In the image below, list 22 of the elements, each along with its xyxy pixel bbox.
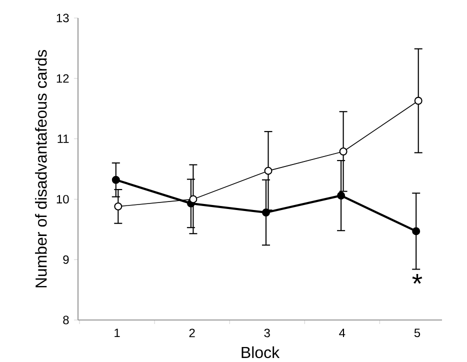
- x-tick-label: 3: [264, 328, 270, 338]
- y-axis-title: Number of disadvantafeous cards: [35, 50, 47, 288]
- point: [114, 202, 122, 210]
- y-tick-label: 12: [56, 74, 69, 83]
- x-tick-label: 5: [414, 328, 420, 338]
- y-tick-label: 11: [58, 134, 69, 143]
- point: [414, 96, 422, 105]
- point: [412, 227, 420, 236]
- x-tick-label: 1: [114, 328, 120, 337]
- point: [112, 176, 120, 184]
- x-axis-title: Block: [242, 346, 280, 358]
- y-tick-label: 13: [56, 14, 69, 22]
- point: [339, 147, 348, 156]
- point: [189, 195, 198, 204]
- point: [337, 192, 346, 200]
- point: [264, 166, 272, 175]
- y-tick-label: 9: [63, 255, 69, 264]
- x-tick-label: 2: [189, 328, 195, 338]
- y-tick-label: 8: [63, 316, 69, 324]
- x-tick-label: 4: [339, 328, 346, 337]
- y-tick-label: 10: [56, 194, 69, 204]
- annotation: *: [412, 274, 422, 284]
